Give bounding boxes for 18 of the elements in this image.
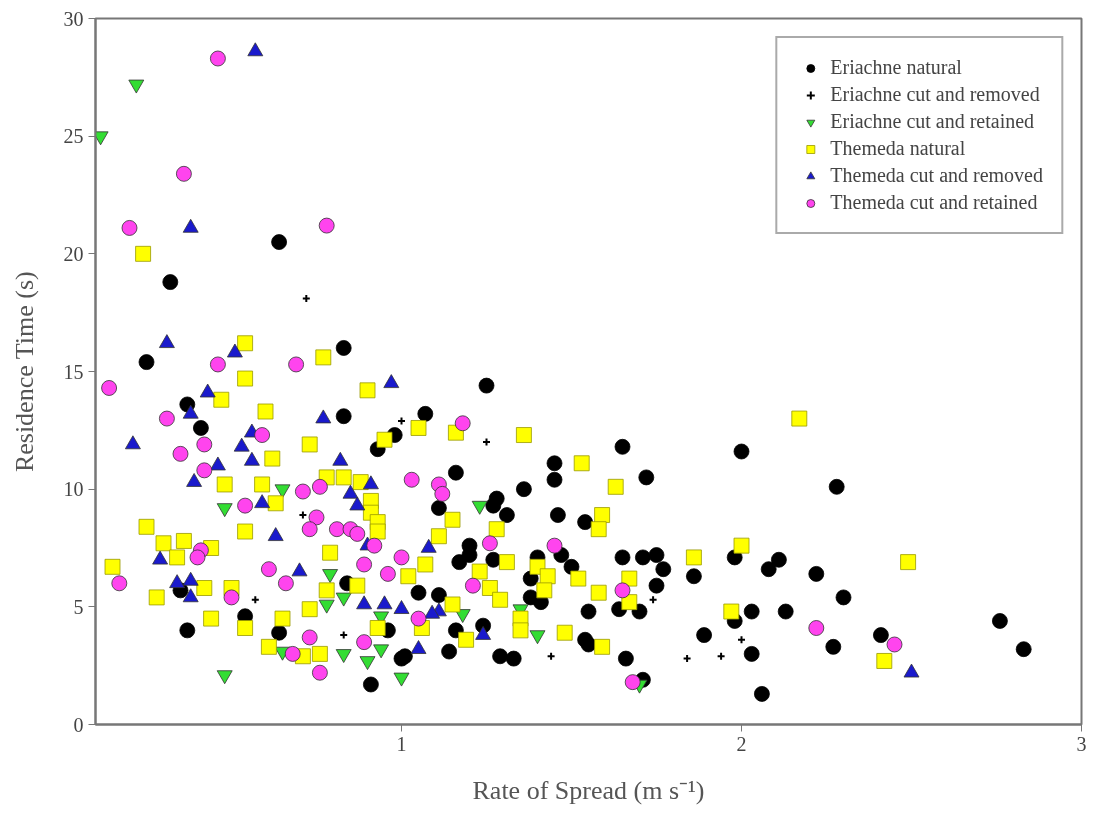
y-axis-title: Residence Time (s) xyxy=(9,271,39,473)
x-tick-label: 1 xyxy=(396,732,407,755)
y-tick-label: 10 xyxy=(63,478,84,501)
y-tick-label: 25 xyxy=(63,125,84,148)
x-axis-title: Rate of Spread (m s⁻¹) xyxy=(472,775,705,805)
legend-label: Themeda cut and removed xyxy=(830,164,1043,187)
y-tick-label: 15 xyxy=(63,360,84,383)
x-tick-label: 2 xyxy=(736,732,747,755)
y-tick-label: 30 xyxy=(63,7,84,30)
x-tick-label: 3 xyxy=(1076,732,1087,755)
y-tick-label: 0 xyxy=(73,713,84,736)
legend-label: Eriachne cut and removed xyxy=(830,83,1040,106)
y-tick-label: 5 xyxy=(73,595,84,618)
legend-label: Themeda natural xyxy=(830,137,966,160)
legend-label: Eriachne cut and retained xyxy=(830,110,1035,133)
legend-label: Themeda cut and retained xyxy=(830,191,1038,214)
legend-label: Eriachne natural xyxy=(830,56,962,79)
y-tick-label: 20 xyxy=(63,242,84,265)
